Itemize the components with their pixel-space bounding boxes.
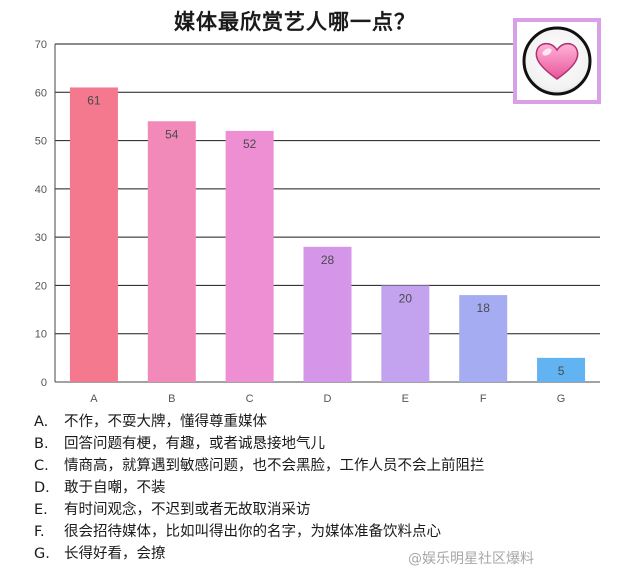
legend-text: 不作，不耍大牌，懂得尊重媒体	[64, 414, 267, 430]
heart-badge	[513, 18, 601, 104]
bar-B	[147, 121, 196, 382]
legend-key: C.	[34, 458, 49, 474]
bar-D	[303, 246, 352, 382]
x-tick-label-D: D	[324, 393, 332, 405]
legend-item: E. 有时间观念，不迟到或者无故取消采访	[34, 499, 634, 521]
data-label-G: 5	[558, 364, 565, 378]
legend-item: C. 情商高，就算遇到敏感问题，也不会黑脸，工作人员不会上前阻拦	[34, 455, 634, 477]
bars	[69, 87, 586, 382]
legend: A. 不作，不耍大牌，懂得尊重媒体 B. 回答问题有梗，有趣，或者诚恳接地气儿 C. 情商…	[34, 411, 634, 565]
legend-key: E.	[34, 502, 48, 518]
legend-item: A. 不作，不耍大牌，懂得尊重媒体	[34, 411, 634, 433]
bar-E	[381, 285, 430, 382]
y-tick-label: 70	[35, 39, 47, 51]
y-tick-label: 20	[35, 280, 47, 292]
x-tick-label-F: F	[480, 393, 487, 405]
legend-item: F. 很会招待媒体，比如叫得出你的名字，为媒体准备饮料点心	[34, 521, 634, 543]
legend-text: 情商高，就算遇到敏感问题，也不会黑脸，工作人员不会上前阻拦	[64, 458, 485, 474]
y-tick-label: 50	[35, 136, 47, 148]
x-tick-label-A: A	[90, 393, 98, 405]
legend-item: B. 回答问题有梗，有趣，或者诚恳接地气儿	[34, 433, 634, 455]
data-label-D: 28	[321, 253, 335, 267]
legend-text: 敢于自嘲，不装	[64, 480, 166, 496]
legend-key: D.	[34, 480, 50, 496]
y-tick-label: 10	[35, 329, 47, 341]
data-labels: 61 54 52 28 20 18 5	[87, 93, 564, 377]
legend-text: 回答问题有梗，有趣，或者诚恳接地气儿	[64, 436, 325, 452]
chart-title: 媒体最欣赏艺人哪一点？	[174, 10, 416, 34]
legend-text: 长得好看，会撩	[64, 546, 166, 562]
x-tick-label-B: B	[168, 393, 175, 405]
y-tick-label: 40	[35, 184, 47, 196]
bar-chart: 0 10 20 30 40 50 60 70 A B C D E F G 61 54 52 28 20 18 5	[35, 39, 600, 405]
x-tick-label-G: G	[557, 393, 566, 405]
legend-text: 有时间观念，不迟到或者无故取消采访	[64, 502, 311, 518]
legend-key: G.	[34, 546, 50, 562]
data-label-E: 20	[399, 291, 413, 305]
legend-key: B.	[34, 436, 49, 452]
x-tick-label-E: E	[402, 393, 409, 405]
legend-key: A.	[34, 414, 49, 430]
data-label-B: 54	[165, 127, 179, 141]
legend-item: G. 长得好看，会撩	[34, 543, 634, 565]
axes: 0 10 20 30 40 50 60 70 A B C D E F G	[35, 39, 566, 405]
data-label-F: 18	[477, 301, 491, 315]
legend-text: 很会招待媒体，比如叫得出你的名字，为媒体准备饮料点心	[64, 524, 441, 540]
bar-G	[537, 357, 586, 382]
y-tick-label: 30	[35, 232, 47, 244]
bar-F	[459, 295, 508, 382]
legend-item: D. 敢于自嘲，不装	[34, 477, 634, 499]
y-tick-label: 0	[41, 377, 47, 389]
bar-A	[69, 87, 118, 382]
heart-icon	[522, 26, 592, 96]
y-tick-label: 60	[35, 87, 47, 99]
bar-C	[225, 130, 274, 382]
data-label-C: 52	[243, 137, 257, 151]
legend-key: F.	[34, 524, 45, 540]
x-tick-label-C: C	[246, 393, 254, 405]
watermark: @娱乐明星社区爆料	[408, 551, 534, 567]
data-label-A: 61	[87, 93, 101, 107]
